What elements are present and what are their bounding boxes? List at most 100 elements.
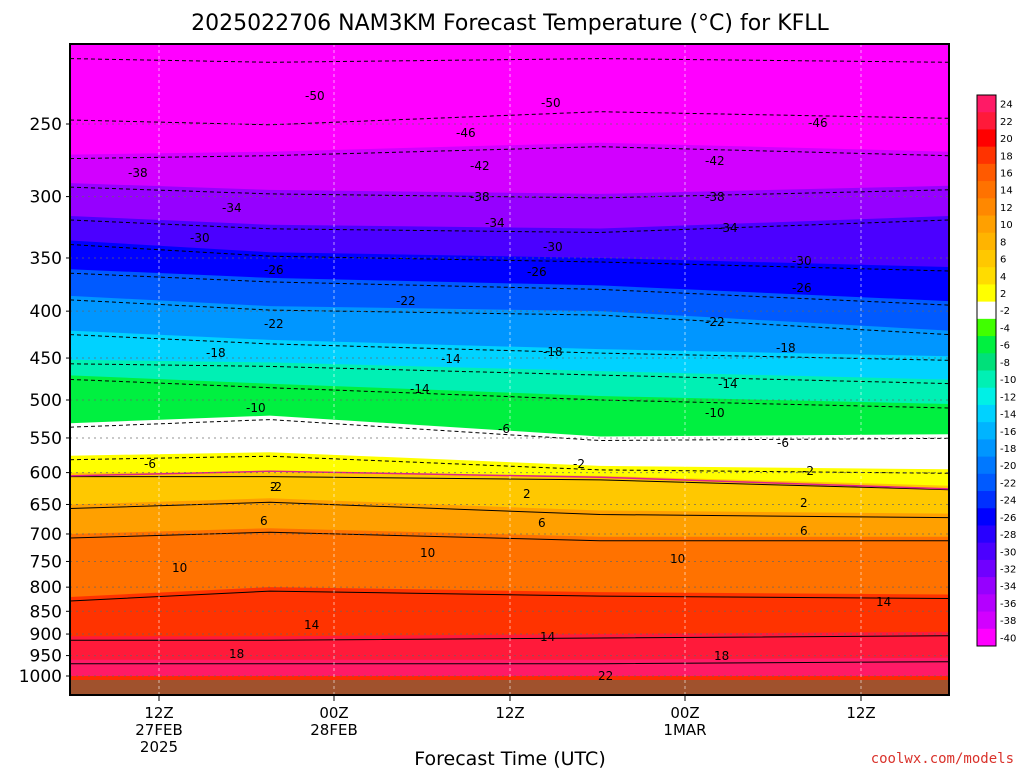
- contour-label: -18: [776, 341, 796, 355]
- colorbar-label: -40: [1000, 633, 1016, 644]
- contour-negative: [70, 244, 949, 272]
- contour-negative: [70, 419, 949, 442]
- colorbar-swatch: [977, 404, 996, 423]
- contour-label: -22: [264, 317, 284, 331]
- colorbar-label: 16: [1000, 168, 1013, 179]
- contour-positive: [70, 635, 949, 641]
- colorbar-label: -16: [1000, 427, 1016, 438]
- contour-positive: [70, 661, 949, 665]
- colorbar-swatch: [977, 198, 996, 217]
- colorbar-swatch: [977, 628, 996, 647]
- contour-label: -38: [705, 190, 725, 204]
- colorbar-swatch: [977, 370, 996, 389]
- x-axis-label: Forecast Time (UTC): [414, 748, 605, 768]
- contour-label: -42: [705, 154, 725, 168]
- contour-label: 10: [420, 546, 435, 560]
- colorbar-frame: [976, 94, 997, 647]
- colorbar-label: 6: [1000, 255, 1006, 266]
- x-tick-label: 00Z: [319, 704, 348, 722]
- y-tick-label: 750: [30, 552, 62, 572]
- contour-negative: [70, 334, 949, 361]
- x-tick-label: 12Z: [846, 704, 875, 722]
- contour-label: 2: [270, 480, 278, 494]
- colorbar-swatch: [977, 284, 996, 303]
- colorbar-label: 2: [1000, 289, 1006, 300]
- contour-label: -38: [128, 166, 148, 180]
- contour-label: -26: [527, 265, 547, 279]
- contour-label: -14: [441, 352, 461, 366]
- contour-label: -14: [718, 377, 738, 391]
- x-tick-label: 12Z: [144, 704, 173, 722]
- colorbar-swatch: [977, 146, 996, 165]
- colorbar-label: -32: [1000, 565, 1016, 576]
- colorbar-swatch: [977, 594, 996, 613]
- colorbar-label: -34: [1000, 582, 1016, 593]
- colorbar-label: -36: [1000, 599, 1016, 610]
- colorbar-label: -24: [1000, 496, 1016, 507]
- colorbar-swatch: [977, 232, 996, 251]
- contour-label: 18: [714, 649, 729, 663]
- colorbar-label: 18: [1000, 151, 1013, 162]
- contour-label: -2: [270, 480, 282, 494]
- x-tick-label: 00Z: [670, 704, 699, 722]
- colorbar-label: -26: [1000, 513, 1016, 524]
- contour-positive: [70, 476, 949, 491]
- colorbar-swatch: [977, 163, 996, 182]
- y-axis: 250 300 350 400 450 500 550 600 650 700 750 800 850 9…: [19, 115, 70, 687]
- contour-label: 10: [670, 552, 685, 566]
- freezing-line: [70, 470, 949, 490]
- colorbar-label: 4: [1000, 272, 1006, 283]
- y-tick-label: 250: [30, 115, 62, 135]
- y-tick-label: 600: [30, 464, 62, 484]
- y-tick-label: 800: [30, 578, 62, 598]
- contour-label: -22: [396, 294, 416, 308]
- contour-label: -6: [144, 457, 156, 471]
- contour-negative: [70, 219, 949, 234]
- colorbar-swatch: [977, 508, 996, 526]
- y-tick-label: 550: [30, 429, 62, 449]
- x-tick-label: 12Z: [495, 704, 524, 722]
- colorbar-swatch: [977, 112, 996, 130]
- colorbar-swatch: [977, 249, 996, 268]
- contour-label: 14: [540, 630, 555, 644]
- colorbar-swatch: [977, 267, 996, 285]
- colorbar-label: -14: [1000, 410, 1016, 421]
- colorbar-swatch: [977, 542, 996, 561]
- contour-label: -2: [573, 457, 585, 471]
- contour-label: -30: [190, 231, 210, 245]
- contour-positive: [70, 531, 949, 542]
- colorbar-swatch: [977, 353, 996, 371]
- y-tick-label: 650: [30, 495, 62, 515]
- colorbar-label: -30: [1000, 547, 1016, 558]
- colorbar-label: 20: [1000, 134, 1013, 145]
- contour-label: 14: [876, 595, 891, 609]
- colorbar-swatch: [977, 95, 996, 113]
- x-tick-label: 28FEB: [310, 721, 357, 739]
- colorbar-swatch: [977, 577, 996, 595]
- y-tick-label: 850: [30, 602, 62, 622]
- colorbar-label: -22: [1000, 478, 1016, 489]
- plot-area: -50 -50-46-46-42 -42-38-38 -38-34-34 -34-30-…: [69, 43, 950, 696]
- contour-label: -50: [305, 89, 325, 103]
- contour-label: -22: [705, 315, 725, 329]
- contour-label: 6: [538, 516, 546, 530]
- colorbar-label: -28: [1000, 530, 1016, 541]
- colorbar-swatch: [977, 181, 996, 199]
- colorbar-swatch: [977, 439, 996, 458]
- contour-label: -18: [543, 345, 563, 359]
- contour-label: -50: [541, 96, 561, 110]
- contour-negative: [70, 378, 949, 409]
- x-tick-label: 1MAR: [663, 721, 706, 739]
- contour-label: -18: [206, 346, 226, 360]
- colorbar-swatch: [977, 456, 996, 475]
- colorbar-swatch: [977, 301, 996, 320]
- contour-label: -10: [246, 401, 266, 415]
- contour-label: -14: [410, 382, 430, 396]
- contour-label: 10: [172, 561, 187, 575]
- y-tick-label: 350: [30, 249, 62, 269]
- colorbar-label: -10: [1000, 375, 1016, 386]
- contour-label: -30: [543, 240, 563, 254]
- colorbar-label: 12: [1000, 203, 1013, 214]
